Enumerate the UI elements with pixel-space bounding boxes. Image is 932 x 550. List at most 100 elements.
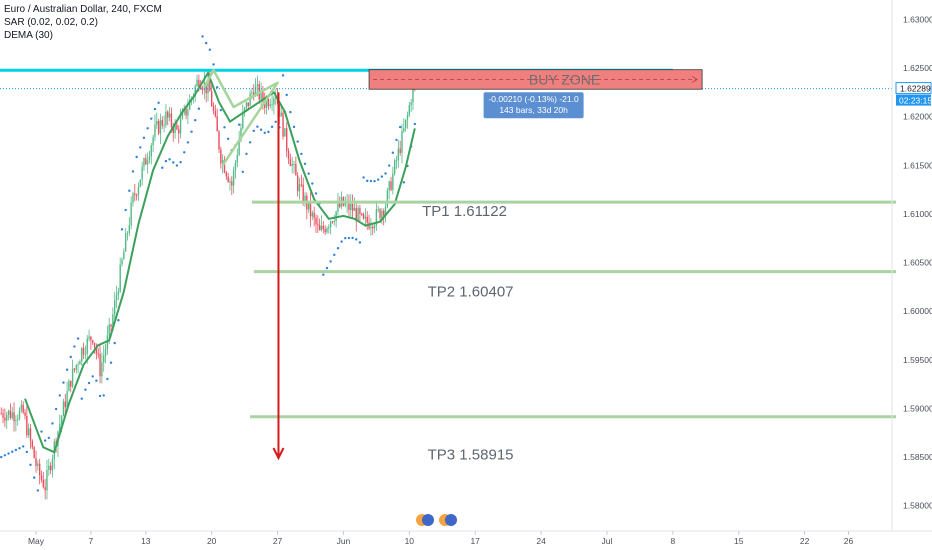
candle[interactable]	[210, 84, 213, 107]
candle[interactable]	[410, 99, 412, 112]
candle[interactable]	[395, 155, 398, 169]
candle[interactable]	[104, 343, 107, 364]
candle[interactable]	[331, 220, 334, 224]
candle[interactable]	[242, 104, 244, 131]
candle[interactable]	[291, 156, 293, 174]
candle[interactable]	[271, 93, 273, 112]
candle[interactable]	[20, 400, 23, 413]
candle[interactable]	[386, 188, 389, 209]
candle[interactable]	[137, 182, 140, 201]
candle[interactable]	[62, 398, 65, 417]
candle[interactable]	[99, 344, 101, 384]
candle[interactable]	[84, 345, 87, 360]
candle[interactable]	[236, 148, 238, 168]
candle[interactable]	[364, 208, 367, 227]
candle[interactable]	[15, 415, 17, 432]
candle[interactable]	[7, 409, 10, 421]
candle[interactable]	[178, 125, 180, 144]
candle[interactable]	[404, 119, 407, 132]
candle[interactable]	[117, 287, 120, 301]
candle[interactable]	[123, 248, 125, 260]
candle[interactable]	[399, 140, 401, 156]
candle[interactable]	[393, 158, 396, 176]
candle[interactable]	[27, 423, 30, 438]
candle[interactable]	[141, 161, 143, 186]
candle[interactable]	[51, 454, 54, 478]
candle[interactable]	[370, 218, 372, 236]
candle[interactable]	[93, 342, 96, 354]
candle[interactable]	[397, 140, 400, 168]
candle[interactable]	[337, 192, 339, 216]
candle[interactable]	[88, 329, 90, 342]
candle[interactable]	[353, 197, 356, 211]
candle[interactable]	[145, 154, 147, 165]
candle[interactable]	[304, 192, 306, 207]
candle[interactable]	[220, 146, 222, 169]
candle[interactable]	[66, 381, 68, 410]
candle[interactable]	[11, 407, 13, 420]
candle[interactable]	[38, 458, 41, 485]
candle[interactable]	[181, 108, 184, 120]
event-flag-icon[interactable]	[445, 514, 457, 526]
candle[interactable]	[280, 105, 282, 117]
candle[interactable]	[320, 215, 323, 232]
candle[interactable]	[134, 184, 136, 202]
candle[interactable]	[113, 291, 116, 320]
candle[interactable]	[306, 192, 308, 220]
candle[interactable]	[231, 175, 233, 195]
candle[interactable]	[165, 104, 167, 129]
candle[interactable]	[79, 359, 81, 365]
candle[interactable]	[29, 424, 32, 449]
candle[interactable]	[388, 180, 390, 200]
candle[interactable]	[161, 116, 163, 129]
event-flag-icon[interactable]	[422, 514, 434, 526]
candle[interactable]	[350, 194, 352, 218]
candle[interactable]	[24, 408, 26, 420]
candle[interactable]	[315, 214, 317, 233]
candle[interactable]	[282, 110, 284, 140]
candle[interactable]	[269, 98, 271, 109]
candle[interactable]	[119, 257, 121, 294]
candle[interactable]	[128, 217, 131, 237]
candle[interactable]	[289, 153, 292, 167]
candle[interactable]	[328, 224, 330, 234]
candle[interactable]	[377, 205, 379, 213]
candle[interactable]	[309, 192, 312, 227]
candle[interactable]	[335, 210, 337, 228]
candle[interactable]	[22, 401, 24, 415]
candle[interactable]	[2, 408, 4, 424]
candle[interactable]	[232, 166, 235, 194]
candle[interactable]	[351, 194, 354, 219]
candle[interactable]	[75, 364, 77, 374]
candle[interactable]	[168, 106, 171, 122]
candle[interactable]	[44, 478, 46, 500]
candle[interactable]	[212, 102, 215, 115]
candle[interactable]	[298, 178, 301, 200]
candle[interactable]	[392, 166, 394, 195]
candle[interactable]	[70, 380, 72, 393]
candle[interactable]	[97, 347, 99, 359]
candle[interactable]	[4, 408, 6, 427]
candle[interactable]	[324, 225, 326, 235]
candle[interactable]	[218, 130, 220, 154]
candle[interactable]	[295, 156, 297, 176]
candle[interactable]	[33, 446, 35, 459]
candle[interactable]	[238, 130, 240, 157]
candle[interactable]	[6, 411, 8, 430]
candle[interactable]	[53, 438, 55, 470]
candle[interactable]	[357, 205, 359, 222]
candle[interactable]	[46, 460, 48, 500]
candle[interactable]	[225, 170, 228, 180]
candle[interactable]	[42, 471, 45, 489]
candle[interactable]	[150, 142, 152, 165]
candle[interactable]	[77, 361, 79, 374]
candle[interactable]	[31, 439, 34, 450]
candle[interactable]	[372, 224, 374, 235]
event-icons[interactable]	[416, 514, 457, 526]
candle[interactable]	[366, 211, 368, 230]
candle[interactable]	[296, 171, 299, 197]
candle[interactable]	[37, 460, 39, 471]
candle[interactable]	[90, 335, 92, 350]
candle[interactable]	[9, 403, 12, 420]
